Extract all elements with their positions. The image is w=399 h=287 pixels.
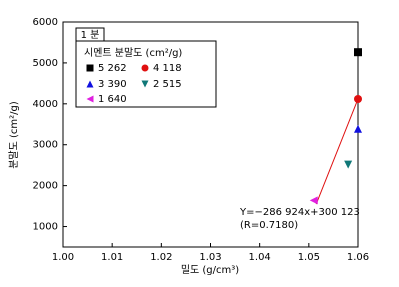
legend-box: [75, 40, 217, 108]
y-tick-label: 3000: [33, 140, 58, 151]
x-tick-label: 1.06: [347, 252, 369, 263]
y-axis-label: 분말도 (cm²/g): [8, 101, 20, 169]
y-tick-label: 5000: [33, 58, 58, 69]
fit-line: [315, 98, 359, 205]
y-tick-label: 2000: [33, 181, 58, 192]
marker: [344, 160, 353, 169]
legend-header: 시멘트 분말도 (cm²/g): [84, 47, 182, 59]
x-tick-label: 1.02: [150, 252, 172, 263]
x-tick-label: 1.03: [199, 252, 221, 263]
x-tick-label: 1.05: [298, 252, 320, 263]
x-tick-label: 1.04: [249, 252, 271, 263]
marker: [309, 196, 318, 205]
marker: [354, 94, 362, 103]
legend-marker: [141, 80, 149, 88]
legend-label: 3 390: [98, 79, 127, 90]
y-tick-label: 1000: [33, 222, 58, 233]
x-tick-label: 1.00: [52, 252, 74, 263]
legend-label: 1 640: [98, 94, 127, 105]
legend-marker: [86, 80, 94, 88]
legend-label: 4 118: [153, 63, 182, 74]
marker: [354, 124, 362, 133]
legend-marker: [86, 95, 94, 103]
legend-marker: [86, 64, 94, 72]
marker: [354, 48, 362, 57]
legend-marker: [141, 64, 149, 72]
y-tick-label: 4000: [33, 99, 58, 110]
legend-label: 5 262: [98, 63, 127, 74]
x-axis-label: 밀도 (g/cm³): [181, 264, 239, 276]
annotation: (R=0.7180): [240, 220, 298, 231]
legend-title: 1 분: [81, 29, 100, 41]
annotation: Y=−286 924x+300 123: [239, 207, 360, 218]
x-tick-label: 1.01: [101, 252, 123, 263]
legend-label: 2 515: [153, 79, 182, 90]
y-tick-label: 6000: [33, 17, 58, 28]
